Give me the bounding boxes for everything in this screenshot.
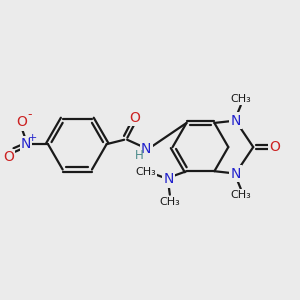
Text: N: N xyxy=(163,172,173,186)
Text: CH₃: CH₃ xyxy=(159,197,180,207)
Text: N: N xyxy=(230,114,241,128)
Text: O: O xyxy=(3,150,14,164)
Text: CH₃: CH₃ xyxy=(230,94,251,104)
Text: N: N xyxy=(230,167,241,181)
Text: CH₃: CH₃ xyxy=(230,190,251,200)
Text: O: O xyxy=(16,116,27,129)
Text: -: - xyxy=(27,108,32,121)
Text: +: + xyxy=(28,133,37,143)
Text: O: O xyxy=(269,140,281,154)
Text: H: H xyxy=(135,149,144,162)
Text: N: N xyxy=(141,142,152,156)
Text: O: O xyxy=(129,111,140,125)
Text: N: N xyxy=(21,137,31,151)
Text: CH₃: CH₃ xyxy=(135,167,156,177)
